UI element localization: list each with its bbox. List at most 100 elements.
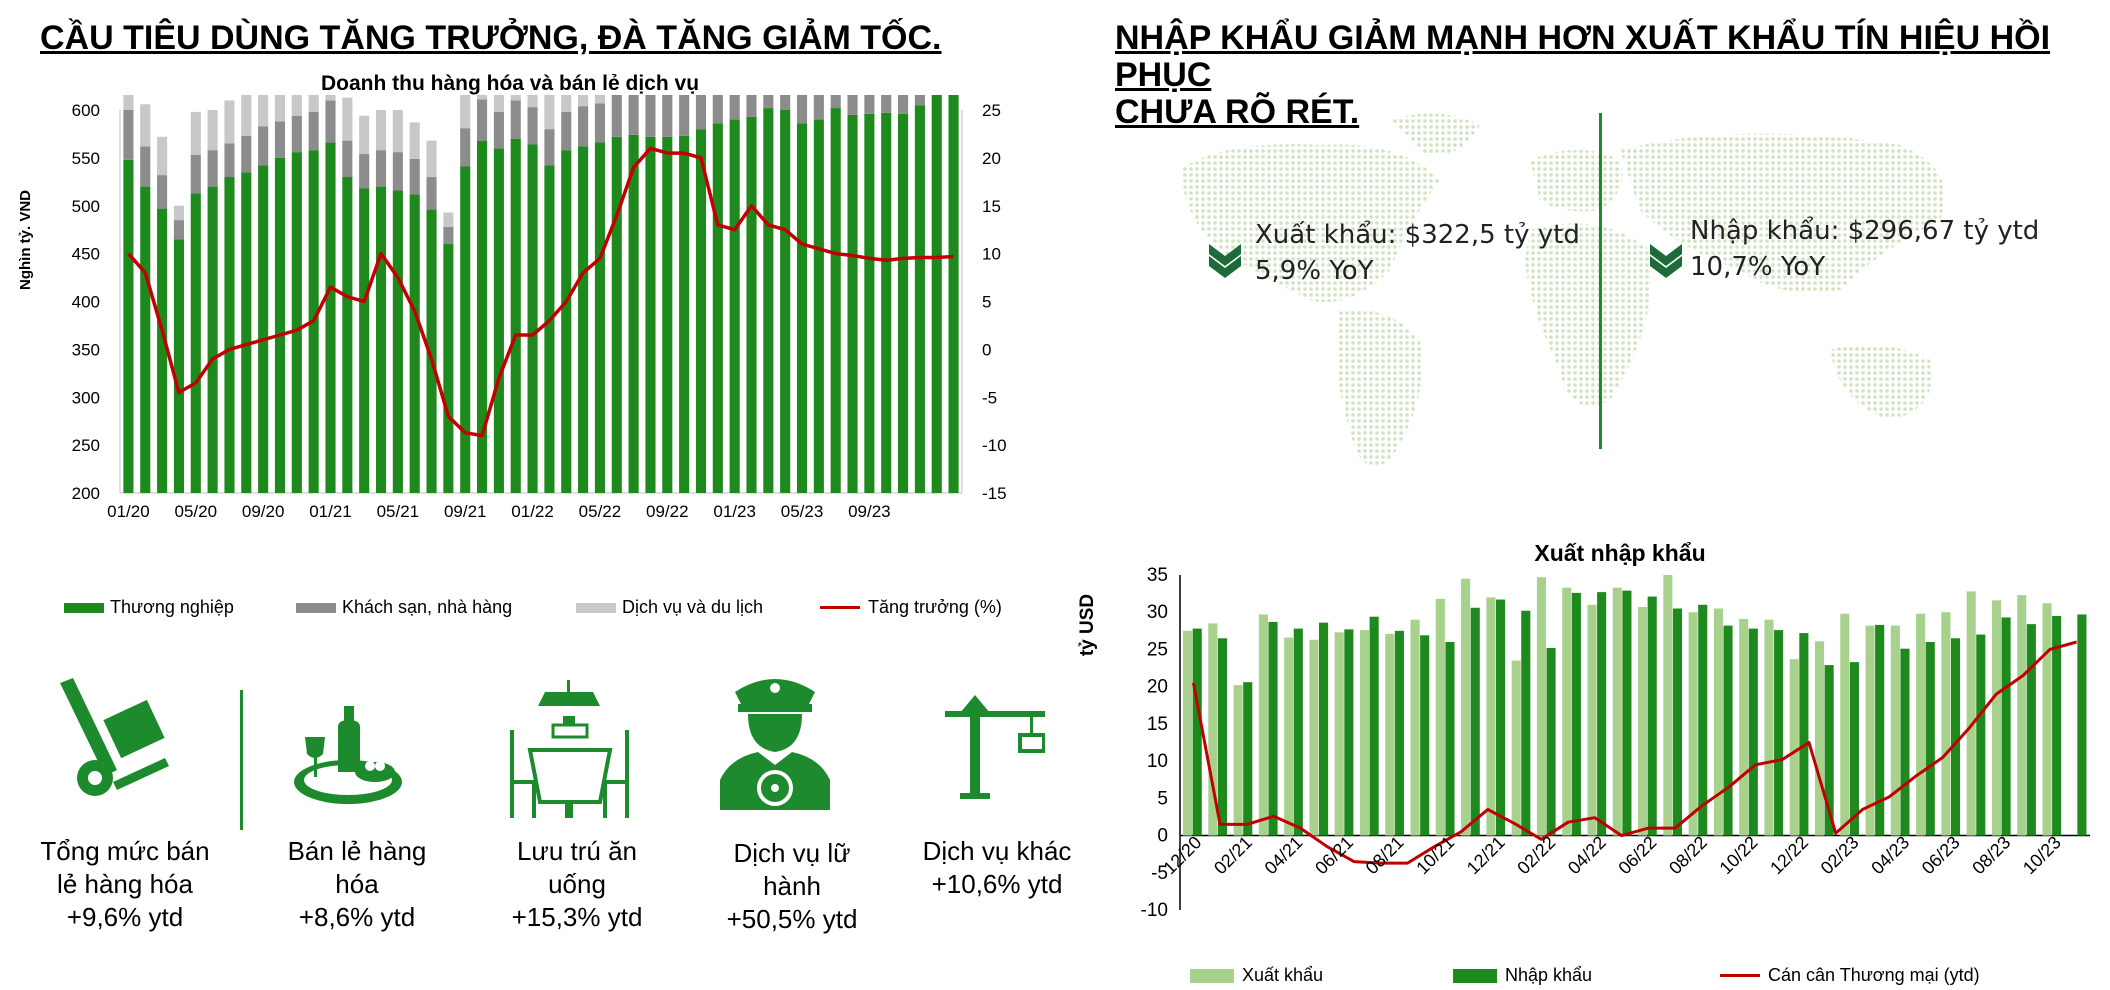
trade-import-bar [1647, 596, 1657, 836]
legend-xuat-khau-label: Xuất khẩu [1242, 965, 1324, 985]
trade-import-bar [1243, 682, 1253, 836]
retail-x-tick: 05/23 [781, 502, 824, 521]
trade-import-bar [1293, 628, 1303, 836]
retail-bar-2 [342, 97, 353, 141]
retail-bar-1 [443, 226, 454, 245]
retail-bar-1 [578, 106, 589, 147]
trade-import-bar [1723, 625, 1733, 836]
retail-bar-1 [274, 121, 286, 158]
trade-export-bar [1587, 604, 1597, 836]
retail-bar-0 [594, 142, 605, 493]
retail-bar-1 [544, 129, 555, 166]
retail-bar-2 [325, 95, 336, 101]
retail-bar-0 [359, 188, 370, 493]
trade-export-bar [1309, 639, 1319, 836]
trade-import-bar [1319, 622, 1329, 836]
legend-thuong-nghiep: Thương nghiệp [64, 597, 234, 618]
trade-y-tick: 10 [1147, 751, 1168, 772]
retail-bar-2 [190, 111, 201, 156]
retail-bar-0 [392, 190, 403, 493]
retail-bar-2 [392, 110, 403, 153]
world-map-image [1180, 113, 1945, 466]
wine-dinner-icon [294, 706, 402, 804]
trade-import-bar [1672, 608, 1683, 836]
retail-y-tick: 450 [72, 245, 100, 264]
trade-export-bar [1688, 612, 1698, 836]
retail-bar-0 [763, 108, 774, 494]
retail-bar-0 [948, 95, 959, 494]
trade-import-bar [1976, 634, 1986, 836]
trade-y-tick: 35 [1147, 565, 1168, 586]
retail-bar-0 [830, 108, 841, 494]
retail-y-tick: 400 [72, 293, 100, 312]
trade-export-bar [1638, 607, 1648, 836]
retail-bar-2 [477, 95, 488, 100]
retail-bar-1 [173, 220, 184, 240]
retail-y-tick: 600 [72, 101, 100, 120]
retail-y2-tick: 25 [982, 101, 1001, 120]
retail-bar-2 [140, 104, 151, 147]
trade-export-bar [1208, 623, 1218, 836]
trade-x-tick: 04/22 [1564, 832, 1610, 878]
right-heading-line2: CHƯA RÕ RÉT. [1115, 93, 1360, 131]
trade-x-tick: 08/22 [1665, 832, 1711, 878]
trade-import-bar [2001, 617, 2011, 836]
retail-bar-1 [207, 150, 218, 187]
trade-export-bar [1890, 625, 1900, 836]
trade-export-bar [1334, 632, 1344, 836]
retail-y-label: Nghìn tỷ. VND [17, 190, 34, 290]
retail-bar-1 [291, 115, 302, 153]
stat-ban-le-value: +8,6% ytd [298, 902, 416, 932]
trade-export-bar [1536, 577, 1547, 836]
retail-bar-1 [898, 95, 909, 114]
trade-x-tick: 04/23 [1867, 832, 1913, 878]
retail-bar-1 [628, 95, 639, 135]
trade-x-tick: 12/21 [1463, 832, 1509, 878]
trade-export-bar [1410, 619, 1420, 836]
double-chevron-down-icon [1209, 244, 1241, 278]
trade-chart-title: Xuất nhập khẩu [1534, 540, 1706, 566]
retail-bar-1 [796, 95, 808, 124]
hand-truck-icon [60, 678, 169, 796]
retail-bar-2 [561, 95, 572, 112]
legend-khach-san: Khách sạn, nhà hàng [296, 597, 512, 618]
retail-x-tick: 01/20 [107, 502, 150, 521]
retail-bar-2 [594, 95, 605, 104]
stat-ban-le-hang-hoa: Bán lẻ hàng hóa +8,6% ytd [237, 835, 477, 934]
dining-table-icon [510, 680, 629, 818]
trade-y-tick: 15 [1147, 714, 1168, 735]
retail-x-tick: 09/20 [242, 502, 285, 521]
trade-x-tick: 06/23 [1918, 832, 1964, 878]
retail-bar-2 [291, 95, 302, 116]
retail-bar-0 [426, 209, 437, 493]
trade-x-tick: 08/21 [1362, 832, 1408, 878]
legend-nhap-khau: Nhập khẩu [1453, 965, 1592, 986]
legend-tang-truong: Tăng trưởng (%) [820, 597, 1002, 618]
retail-y-tick: 500 [72, 197, 100, 216]
trade-import-bar [1394, 630, 1404, 836]
retail-bar-0 [123, 159, 134, 493]
trade-y-tick: 5 [1157, 788, 1168, 809]
trade-import-bar [1622, 590, 1632, 836]
retail-x-tick: 09/21 [444, 502, 487, 521]
retail-bar-1 [510, 100, 521, 139]
trade-export-bar [1183, 630, 1193, 836]
stat-luu-tru-an-uong: Lưu trú ăn uống +15,3% ytd [457, 835, 697, 934]
retail-bar-0 [274, 157, 286, 493]
retail-y-tick: 250 [72, 436, 100, 455]
trade-export-bar [1486, 597, 1496, 836]
trade-export-bar [1562, 587, 1572, 836]
trade-import-bar [1799, 633, 1809, 836]
double-chevron-down-icon [1650, 244, 1682, 278]
retail-bar-2 [510, 95, 521, 101]
retail-growth-line [127, 146, 954, 438]
trade-import-bar [2077, 614, 2087, 836]
map-divider [1599, 113, 1602, 449]
trade-import-bar [1824, 665, 1834, 836]
trade-y-tick: -10 [1141, 900, 1168, 921]
retail-bar-0 [173, 239, 184, 493]
retail-y-tick: 300 [72, 388, 100, 407]
retail-bar-1 [123, 110, 134, 160]
stat-luu-tru-line2: uống [548, 869, 606, 899]
